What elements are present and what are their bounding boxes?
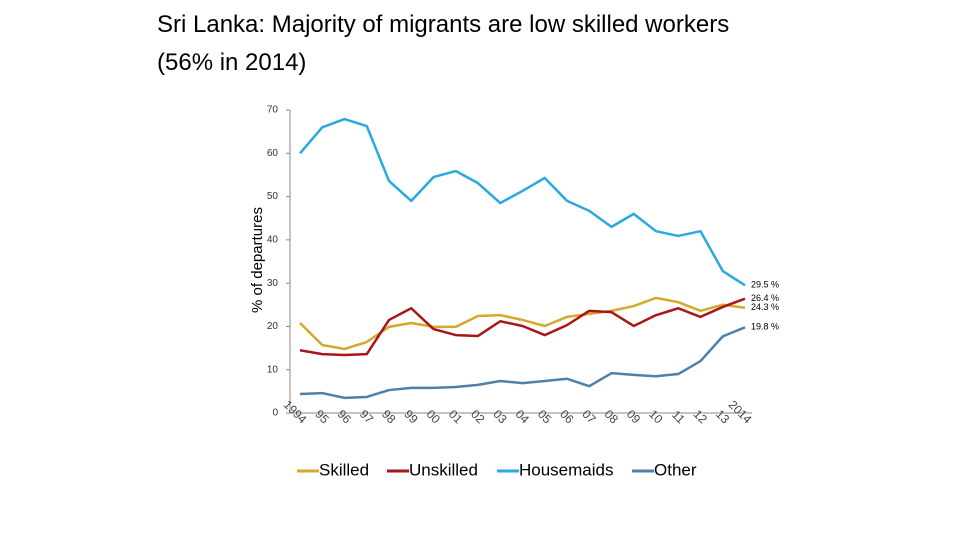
y-tick-label: 20 <box>267 321 279 332</box>
legend-label: Housemaids <box>519 460 614 479</box>
x-tick-label: 01 <box>446 407 466 427</box>
x-tick-label: 99 <box>401 407 421 427</box>
x-tick-label: 12 <box>691 407 711 427</box>
legend-label: Skilled <box>319 460 369 479</box>
x-tick-label: 98 <box>379 407 399 427</box>
value-label: 29.5 % <box>751 280 779 290</box>
y-tick-label: 50 <box>267 191 279 202</box>
series-line <box>299 326 746 400</box>
x-tick-label: 08 <box>602 407 622 427</box>
legend-label: Other <box>654 460 697 479</box>
y-tick-label: 30 <box>267 278 279 289</box>
x-tick-label: 03 <box>490 407 510 427</box>
y-tick-label: 70 <box>267 105 279 116</box>
series-line <box>299 297 746 357</box>
y-tick-label: 40 <box>267 234 279 245</box>
x-tick-label: 02 <box>468 407 488 427</box>
x-tick-label: 97 <box>357 407 377 427</box>
value-label: 19.8 % <box>751 322 779 332</box>
x-tick-label: 95 <box>312 407 332 427</box>
value-label: 26.4 % <box>751 293 779 303</box>
y-tick-label: 10 <box>267 364 279 375</box>
x-tick-label: 06 <box>557 407 577 427</box>
value-label: 24.3 % <box>751 302 779 312</box>
x-tick-label: 1994 <box>281 398 310 427</box>
y-tick-label: 0 <box>272 408 278 419</box>
x-tick-label: 05 <box>535 407 555 427</box>
x-tick-label: 96 <box>335 407 355 427</box>
x-tick-label: 00 <box>424 407 444 427</box>
x-tick-label: 11 <box>669 408 688 427</box>
x-tick-label: 10 <box>646 407 666 427</box>
y-tick-label: 60 <box>267 148 279 159</box>
series-line <box>299 296 746 351</box>
x-tick-label: 09 <box>624 407 644 427</box>
x-tick-label: 07 <box>579 407 599 427</box>
y-axis-label: % of departures <box>249 207 266 313</box>
x-tick-label: 04 <box>513 407 533 427</box>
chart-title: Sri Lanka: Majority of migrants are low … <box>157 11 730 76</box>
series-line <box>299 117 746 287</box>
x-tick-label: 2014 <box>726 398 755 427</box>
legend-label: Unskilled <box>409 460 478 479</box>
